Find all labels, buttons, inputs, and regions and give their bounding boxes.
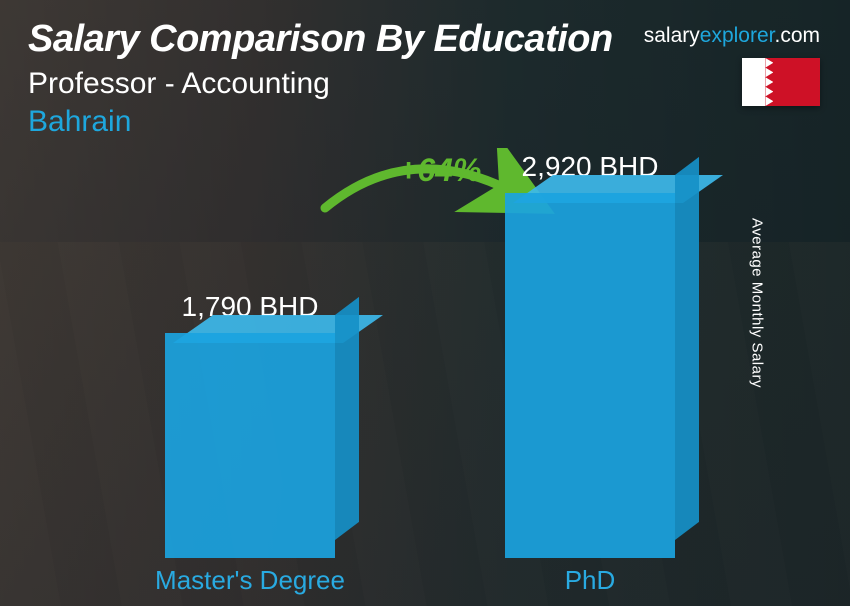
brand-part-1: salary (644, 24, 700, 47)
brand-logo: salaryexplorer.com (644, 24, 820, 48)
country-flag-icon (742, 58, 820, 106)
flag-white-band (742, 58, 765, 106)
bar-3d-shape (165, 333, 335, 558)
bar-phd: 2,920 BHD (505, 151, 675, 558)
bar-front-face (165, 333, 335, 558)
infographic-container: Salary Comparison By Education Professor… (0, 0, 850, 606)
bar-front-face (505, 193, 675, 558)
brand-part-2: explorer (700, 24, 775, 47)
bar-3d-shape (505, 193, 675, 558)
flag-red-band (765, 58, 820, 106)
location-label: Bahrain (28, 105, 822, 139)
bar-side-face (675, 157, 699, 540)
job-title: Professor - Accounting (28, 67, 822, 101)
brand-part-3: .com (774, 24, 820, 47)
chart-area: 1,790 BHD Master's Degree 2,920 BHD PhD (0, 160, 800, 606)
bar-masters: 1,790 BHD (165, 291, 335, 558)
bar-side-face (335, 297, 359, 540)
bar-category-label: Master's Degree (155, 565, 345, 596)
bar-category-label: PhD (565, 565, 616, 596)
